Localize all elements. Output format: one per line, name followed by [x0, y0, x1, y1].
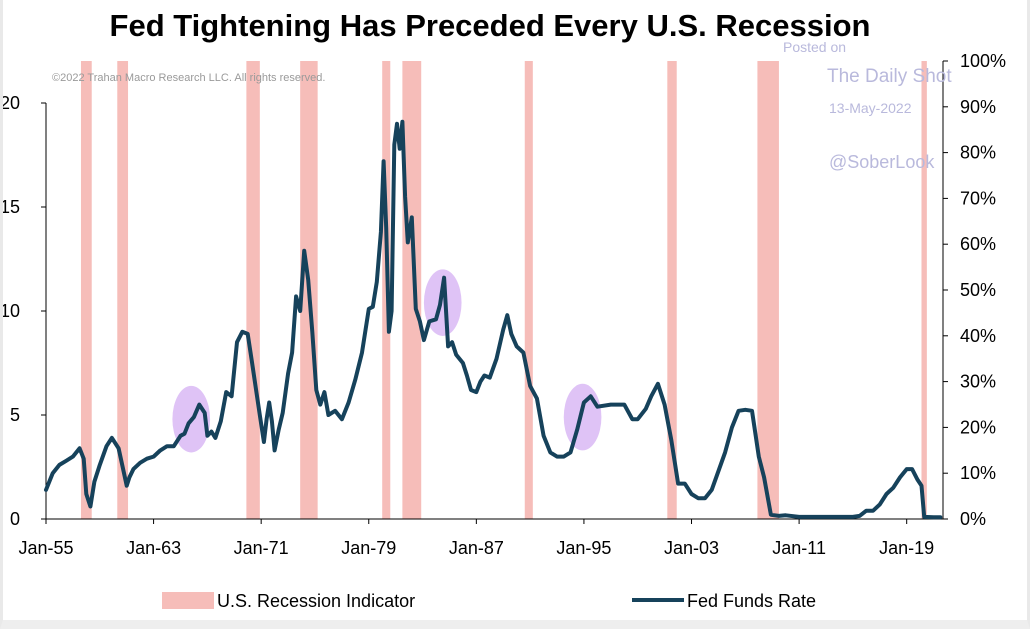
recession-band	[667, 61, 677, 519]
right-tick-label: 0%	[960, 509, 986, 529]
right-axis-ticks: 0% 10% 20% 30% 40% 50% 60% 70% 80% 90% 100%	[943, 51, 1006, 529]
right-tick-label: 30%	[960, 372, 996, 392]
right-tick-label: 50%	[960, 280, 996, 300]
legend-recession-swatch	[162, 592, 214, 609]
x-axis-ticks: Jan-55 Jan-63 Jan-71 Jan-79 Jan-87 Jan-95 Jan-…	[18, 519, 934, 558]
x-tick-label: Jan-71	[234, 538, 289, 558]
fed-funds-rate-line	[44, 119, 943, 520]
watermark-handle: @SoberLook	[829, 152, 935, 172]
right-tick-label: 10%	[960, 463, 996, 483]
x-tick-label: Jan-63	[126, 538, 181, 558]
right-tick-label: 80%	[960, 143, 996, 163]
right-tick-label: 100%	[960, 51, 1006, 71]
recession-band	[246, 61, 260, 519]
watermark: Posted on The Daily Shot 13-May-2022 @So…	[783, 39, 952, 172]
legend: U.S. Recession Indicator Fed Funds Rate	[162, 591, 816, 611]
right-tick-label: 70%	[960, 188, 996, 208]
watermark-date: 13-May-2022	[829, 100, 912, 116]
recession-band	[117, 61, 129, 519]
x-tick-label: Jan-79	[341, 538, 396, 558]
recession-band	[757, 61, 779, 519]
x-tick-label: Jan-11	[772, 538, 826, 558]
recession-band	[921, 61, 927, 519]
copyright-note: ©2022 Trahan Macro Research LLC. All rig…	[52, 72, 325, 84]
legend-series-label: Fed Funds Rate	[687, 591, 816, 611]
recession-band	[402, 61, 422, 519]
watermark-site: The Daily Shot	[827, 66, 952, 87]
recession-band	[524, 61, 533, 519]
legend-recession-label: U.S. Recession Indicator	[217, 591, 415, 611]
x-tick-label: Jan-55	[18, 538, 73, 558]
right-tick-label: 40%	[960, 326, 996, 346]
chart-title: Fed Tightening Has Preceded Every U.S. R…	[110, 8, 871, 43]
left-tick-label: 0	[10, 509, 20, 529]
series-layer	[44, 119, 943, 520]
watermark-posted-on: Posted on	[783, 39, 846, 55]
highlight-ellipse	[563, 383, 602, 451]
left-axis-ticks: 0 5 10 15 20	[0, 93, 46, 529]
right-tick-label: 90%	[960, 97, 996, 117]
left-tick-label: 15	[0, 197, 20, 217]
x-tick-label: Jan-19	[879, 538, 934, 558]
left-tick-label: 20	[0, 93, 20, 113]
x-tick-label: Jan-87	[449, 538, 504, 558]
recession-band	[80, 61, 92, 519]
right-tick-label: 60%	[960, 234, 996, 254]
x-tick-label: Jan-03	[664, 538, 719, 558]
right-tick-label: 20%	[960, 417, 996, 437]
x-tick-label: Jan-95	[556, 538, 611, 558]
left-tick-label: 5	[10, 405, 20, 425]
left-tick-label: 10	[0, 301, 20, 321]
